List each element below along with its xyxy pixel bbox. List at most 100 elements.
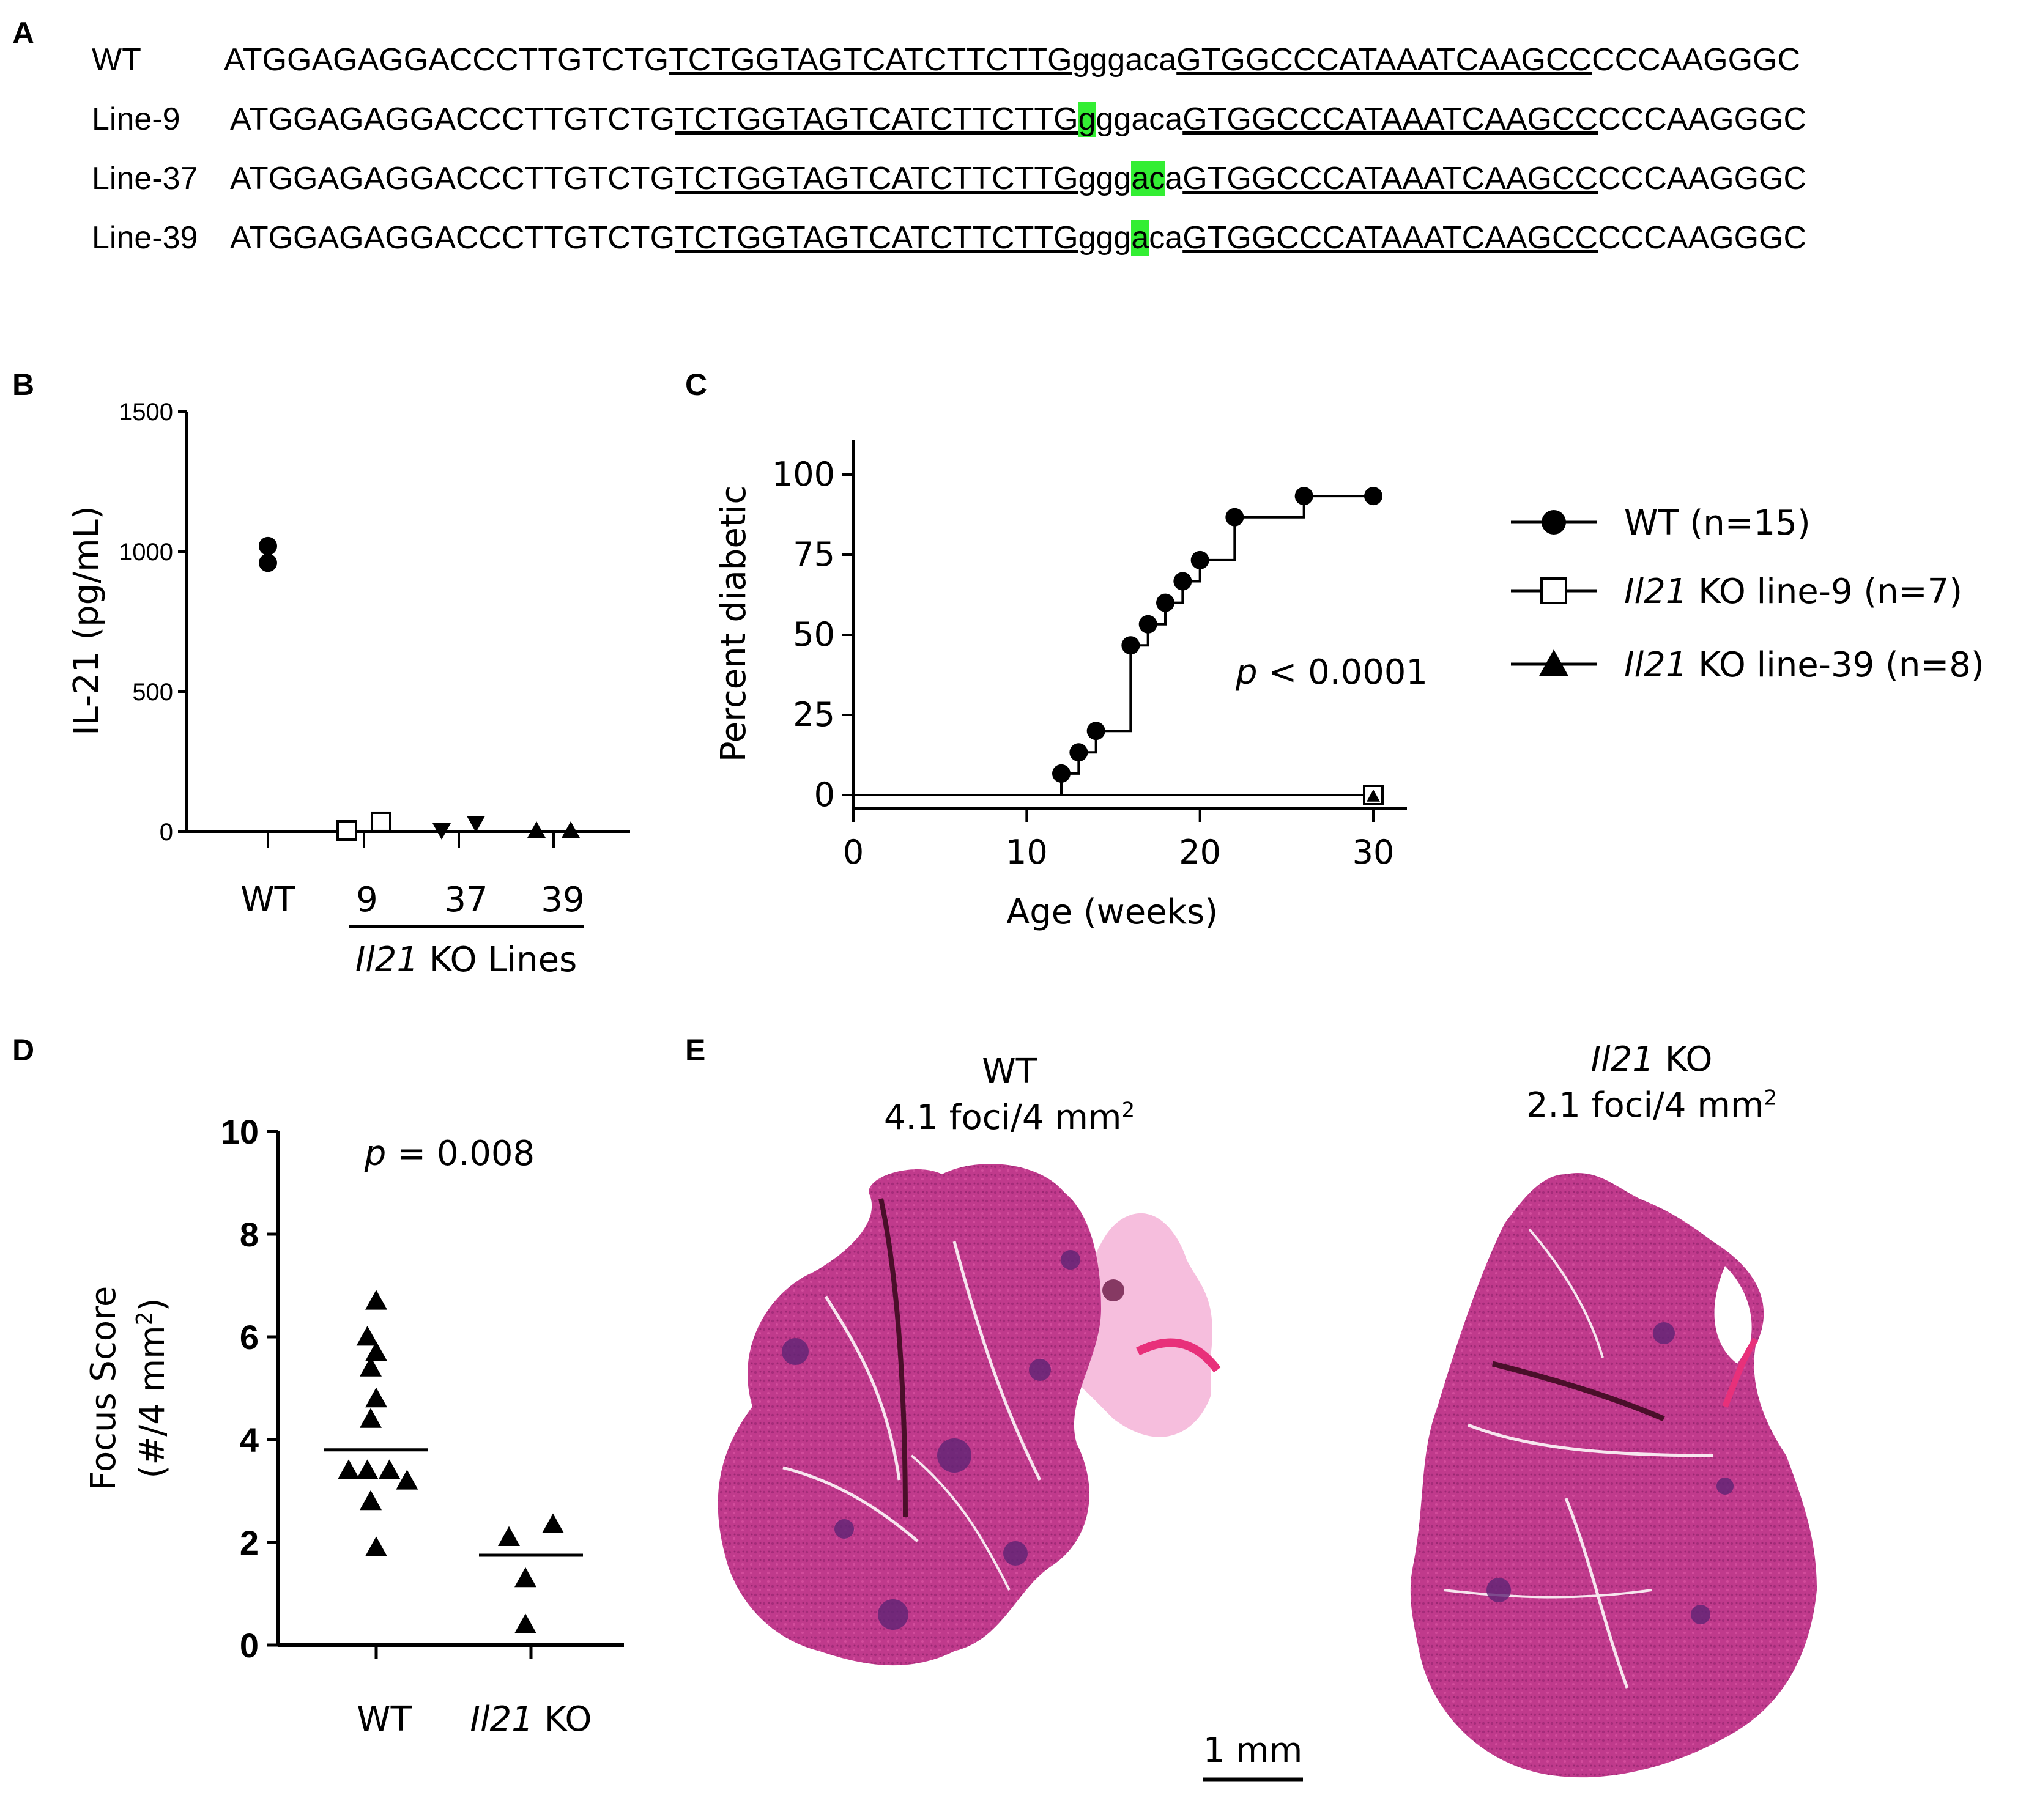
c-wt-line [1060,495,1373,795]
sequence-label: Line-9 [92,102,180,137]
sequence-mid-after: ggaca [1096,102,1183,137]
c-p-rest: < 0.0001 [1258,653,1428,692]
ko-title: Il21 KO [1529,1040,1774,1079]
b-y-tick-label: 0 [160,819,173,846]
wt-foci-text: 4.1 foci/4 mm [883,1098,1122,1138]
d-data-point [356,1326,379,1346]
sequence-guide1: TCTGGTAGTCATCTTCTTG [675,102,1078,137]
panel-letter-d: D [12,1033,35,1067]
d-unit-main: (#/4 mm [133,1325,173,1478]
sequence-prefix: ATGGAGAGGACCCTTGTCTG [230,220,675,256]
c-legend-marker [1542,510,1566,535]
d-data-point [498,1526,520,1546]
b-x-tick-label: 9 [356,880,378,920]
b-group-label-italic: Il21 [355,940,418,980]
b-group-label-rest: KO Lines [418,940,577,980]
b-x-tick-label: 39 [541,880,584,920]
c-legend-italic: Il21 [1624,572,1687,612]
d-unit-end: ) [133,1298,173,1312]
c-wt-point [1121,636,1140,655]
d-y-tick-label: 6 [240,1318,259,1356]
c-x-tick-label: 10 [1006,833,1048,871]
c-y-tick-label: 100 [772,455,835,494]
d-x-label-wt: WT [357,1700,412,1739]
c-wt-point [1086,722,1105,741]
sequence-label: Line-37 [92,161,198,196]
d-data-point [360,1490,382,1511]
sequence-prefix: ATGGAGAGGACCCTTGTCTG [230,161,675,196]
sequence-mid-before: ggg [1078,161,1132,196]
c-x-tick-label: 0 [843,833,864,871]
panel-letter-c: C [685,368,708,402]
d-data-point [356,1459,379,1479]
ko-foci-sup: 2 [1764,1086,1778,1111]
c-legend-label: WT (n=15) [1624,503,1811,543]
c-wt-point [1052,764,1071,783]
c-legend-marker [1539,649,1568,676]
wt-foci-value: 4.1 foci/4 mm2 [826,1098,1193,1138]
d-data-point [360,1356,382,1377]
sequence-suffix: CCCAAGGGC [1598,102,1807,137]
d-data-point [338,1459,360,1479]
b-x-tick-label: 37 [444,880,488,920]
c-wt-point [1069,743,1088,762]
d-data-point [542,1513,564,1533]
c-x-axis-label: Age (weeks) [1006,892,1218,932]
d-data-point [396,1470,418,1490]
ko-foci-text: 2.1 foci/4 mm [1526,1086,1764,1125]
d-data-point [514,1613,536,1633]
wt-tissue-section [718,1164,1221,1666]
c-wt-point [1225,508,1244,527]
b-group-label: Il21 KO Lines [355,940,577,980]
d-data-point [365,1341,387,1361]
d-data-point [365,1290,387,1310]
sequence-guide2: GTGGCCCATAAATCAAGCC [1182,161,1598,196]
c-legend-label: Il21 KO line-39 (n=8) [1624,645,1984,685]
c-wt-point [1138,615,1157,634]
ko-foci-value: 2.1 foci/4 mm2 [1468,1086,1835,1125]
sequence-prefix: ATGGAGAGGACCCTTGTCTG [230,102,675,137]
sequence-row: WT ATGGAGAGGACCCTTGTCTGTCTGGTAGTCATCTTCTT… [92,42,1800,78]
sequence-guide2: GTGGCCCATAAATCAAGCC [1182,102,1598,137]
c-wt-point [1173,572,1192,591]
sequence-guide2: GTGGCCCATAAATCAAGCC [1182,220,1598,256]
sequence-suffix: CCCAAGGGC [1598,220,1807,256]
b-x-tick-label: WT [240,880,295,920]
b-y-tick-label: 500 [132,679,173,706]
b-data-point [259,536,277,555]
wt-foci-sup: 2 [1121,1098,1135,1123]
c-y-tick-label: 75 [793,535,835,574]
d-y-tick-label: 0 [240,1626,259,1665]
sequence-suffix: CCCAAGGGC [1592,42,1801,78]
c-y-tick-label: 50 [793,615,835,654]
d-y-tick-label: 10 [221,1112,259,1151]
d-y-tick-label: 2 [240,1523,259,1562]
c-legend-marker [1540,577,1567,604]
sequence-guide1: TCTGGTAGTCATCTTCTTG [675,161,1078,196]
sequence-guide2: GTGGCCCATAAATCAAGCC [1176,42,1592,78]
ko-tissue-section [1410,1173,1817,1778]
c-y-tick-label: 25 [793,695,835,734]
b-y-axis-label: IL-21 (pg/mL) [67,506,106,735]
b-data-point [432,823,451,840]
sequence-row: Line-39 ATGGAGAGGACCCTTGTCTGTCTGGTAGTCATC… [92,220,1806,256]
sequence-mid-hl: g [1078,102,1096,137]
c-x-tick-label: 20 [1179,833,1221,871]
c-ko9-point [1363,785,1384,805]
b-data-point [259,553,277,572]
b-data-point [336,820,357,841]
sequence-mid-after: a [1165,161,1183,196]
d-y-tick-label: 8 [240,1215,259,1254]
c-legend-italic: Il21 [1624,645,1687,685]
d-p-rest: = 0.008 [386,1134,535,1174]
d-p-italic: p [364,1134,387,1174]
c-x-tick-label: 30 [1353,833,1395,871]
d-x-label-ko-rest: KO [533,1700,592,1739]
d-y-tick-label: 4 [240,1421,259,1459]
sequence-label: Line-39 [92,220,198,256]
b-data-point [371,811,391,832]
d-p-value: p = 0.008 [364,1134,535,1174]
